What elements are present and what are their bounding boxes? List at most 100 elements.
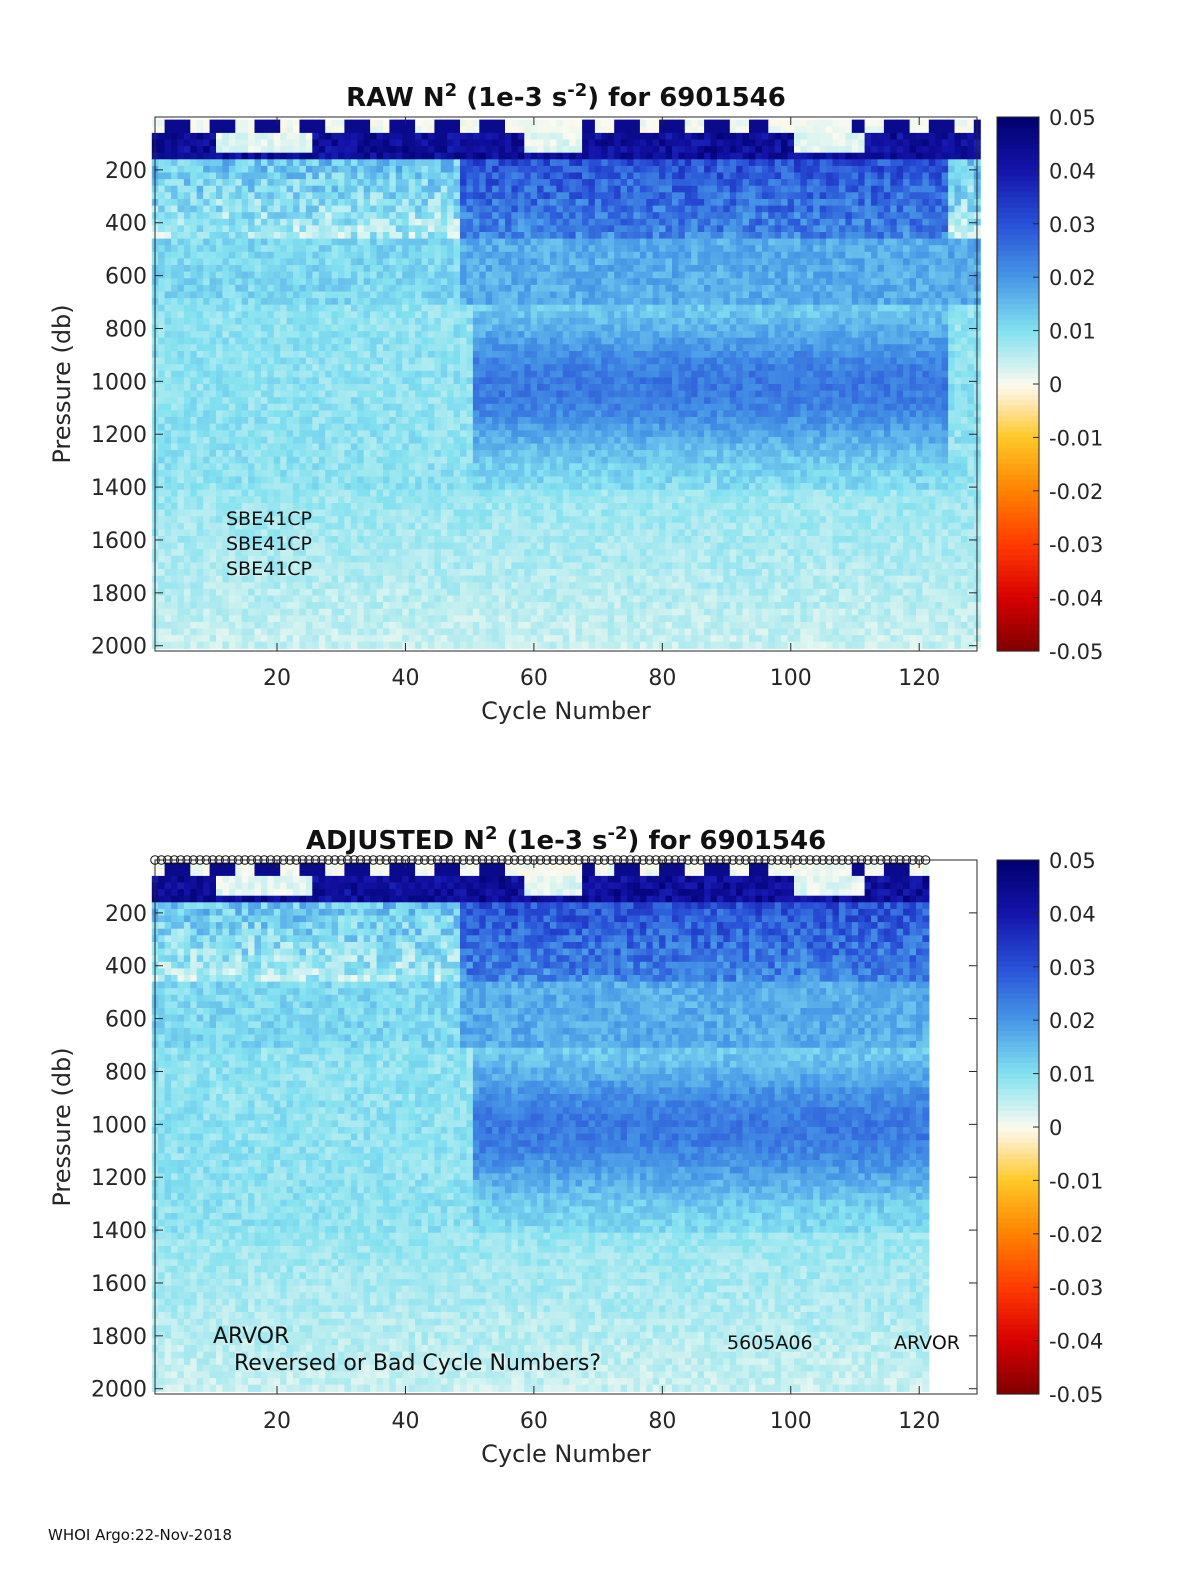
heatmap-cell bbox=[511, 271, 519, 279]
heatmap-cell bbox=[537, 450, 545, 458]
heatmap-cell bbox=[305, 205, 313, 213]
heatmap-cell bbox=[273, 152, 281, 160]
heatmap-cell bbox=[447, 126, 455, 134]
heatmap-cell bbox=[537, 337, 545, 345]
heatmap-cell bbox=[466, 608, 474, 616]
heatmap-cell bbox=[421, 245, 429, 253]
heatmap-cell bbox=[363, 298, 371, 306]
heatmap-cell bbox=[183, 357, 191, 365]
heatmap-cell bbox=[485, 265, 493, 273]
heatmap-cell bbox=[318, 298, 326, 306]
heatmap-cell bbox=[530, 450, 538, 458]
heatmap-cell bbox=[325, 172, 333, 180]
heatmap-cell bbox=[177, 390, 185, 398]
heatmap-cell bbox=[222, 555, 230, 563]
heatmap-cell bbox=[383, 205, 390, 213]
heatmap-cell bbox=[158, 238, 166, 246]
heatmap-cell bbox=[395, 522, 403, 530]
heatmap-cell bbox=[350, 542, 358, 550]
heatmap-cell bbox=[158, 410, 166, 418]
heatmap-cell bbox=[267, 522, 275, 530]
heatmap-cell bbox=[344, 377, 352, 385]
heatmap-cell bbox=[453, 218, 461, 226]
heatmap-cell bbox=[485, 357, 493, 365]
heatmap-cell bbox=[440, 390, 448, 398]
heatmap-cell bbox=[363, 443, 371, 451]
heatmap-cell bbox=[286, 536, 294, 544]
heatmap-cell bbox=[485, 298, 493, 306]
heatmap-cell bbox=[254, 251, 262, 259]
heatmap-cell bbox=[338, 304, 345, 312]
heatmap-cell bbox=[498, 542, 506, 550]
heatmap-cell bbox=[440, 172, 448, 180]
heatmap-cell bbox=[363, 483, 371, 491]
heatmap-cell bbox=[460, 126, 467, 134]
heatmap-cell bbox=[421, 324, 429, 332]
heatmap-cell bbox=[248, 337, 256, 345]
heatmap-cell bbox=[524, 602, 532, 610]
heatmap-cell bbox=[177, 232, 185, 240]
heatmap-cell bbox=[177, 344, 185, 352]
heatmap-cell bbox=[440, 417, 448, 425]
heatmap-cell bbox=[517, 218, 525, 226]
heatmap-cell bbox=[363, 344, 371, 352]
heatmap-cell bbox=[543, 119, 551, 127]
heatmap-cell bbox=[305, 370, 313, 378]
heatmap-cell bbox=[261, 258, 268, 266]
heatmap-cell bbox=[228, 311, 236, 319]
heatmap-cell bbox=[447, 569, 455, 577]
heatmap-cell bbox=[305, 476, 313, 484]
heatmap-cell bbox=[363, 496, 371, 504]
heatmap-cell bbox=[460, 337, 467, 345]
heatmap-cell bbox=[421, 509, 429, 517]
heatmap-cell bbox=[427, 430, 435, 438]
heatmap-cell bbox=[228, 284, 236, 293]
heatmap-cell bbox=[158, 621, 166, 630]
heatmap-cell bbox=[530, 503, 538, 511]
heatmap-cell bbox=[363, 212, 371, 220]
heatmap-cell bbox=[318, 469, 326, 478]
heatmap-cell bbox=[196, 146, 204, 154]
heatmap-cell bbox=[395, 516, 403, 524]
heatmap-cell bbox=[492, 232, 500, 240]
heatmap-cell bbox=[228, 271, 236, 279]
heatmap-cell bbox=[164, 562, 172, 570]
heatmap-cell bbox=[376, 621, 384, 630]
heatmap-cell bbox=[254, 331, 262, 339]
heatmap-cell bbox=[479, 291, 487, 299]
heatmap-cell bbox=[453, 344, 461, 352]
heatmap-cell bbox=[472, 608, 480, 616]
heatmap-cell bbox=[517, 436, 525, 445]
heatmap-cell bbox=[434, 185, 442, 193]
heatmap-cell bbox=[363, 218, 371, 226]
heatmap-cell bbox=[434, 212, 442, 220]
heatmap-cell bbox=[466, 522, 474, 530]
heatmap-cell bbox=[383, 390, 390, 398]
heatmap-cell bbox=[171, 351, 179, 359]
heatmap-cell bbox=[466, 337, 474, 345]
heatmap-cell bbox=[389, 165, 397, 174]
heatmap-cell bbox=[434, 536, 442, 544]
heatmap-cell bbox=[440, 271, 448, 279]
heatmap-cell bbox=[440, 436, 448, 445]
heatmap-cell bbox=[338, 569, 345, 577]
heatmap-cell bbox=[434, 450, 442, 458]
heatmap-cell bbox=[440, 483, 448, 491]
heatmap-cell bbox=[395, 218, 403, 226]
heatmap-cell bbox=[209, 403, 217, 411]
heatmap-cell bbox=[241, 615, 249, 623]
heatmap-cell bbox=[440, 476, 448, 484]
heatmap-cell bbox=[261, 483, 268, 491]
heatmap-cell bbox=[261, 146, 268, 154]
heatmap-cell bbox=[434, 337, 442, 345]
heatmap-cell bbox=[383, 172, 390, 180]
heatmap-cell bbox=[209, 555, 217, 563]
heatmap-cell bbox=[511, 265, 519, 273]
heatmap-cell bbox=[530, 615, 538, 623]
heatmap-cell bbox=[164, 569, 172, 577]
heatmap-cell bbox=[344, 152, 352, 160]
heatmap-cell bbox=[530, 126, 538, 134]
heatmap-cell bbox=[183, 331, 191, 339]
heatmap-cell bbox=[280, 377, 288, 385]
heatmap-cell bbox=[370, 245, 378, 253]
